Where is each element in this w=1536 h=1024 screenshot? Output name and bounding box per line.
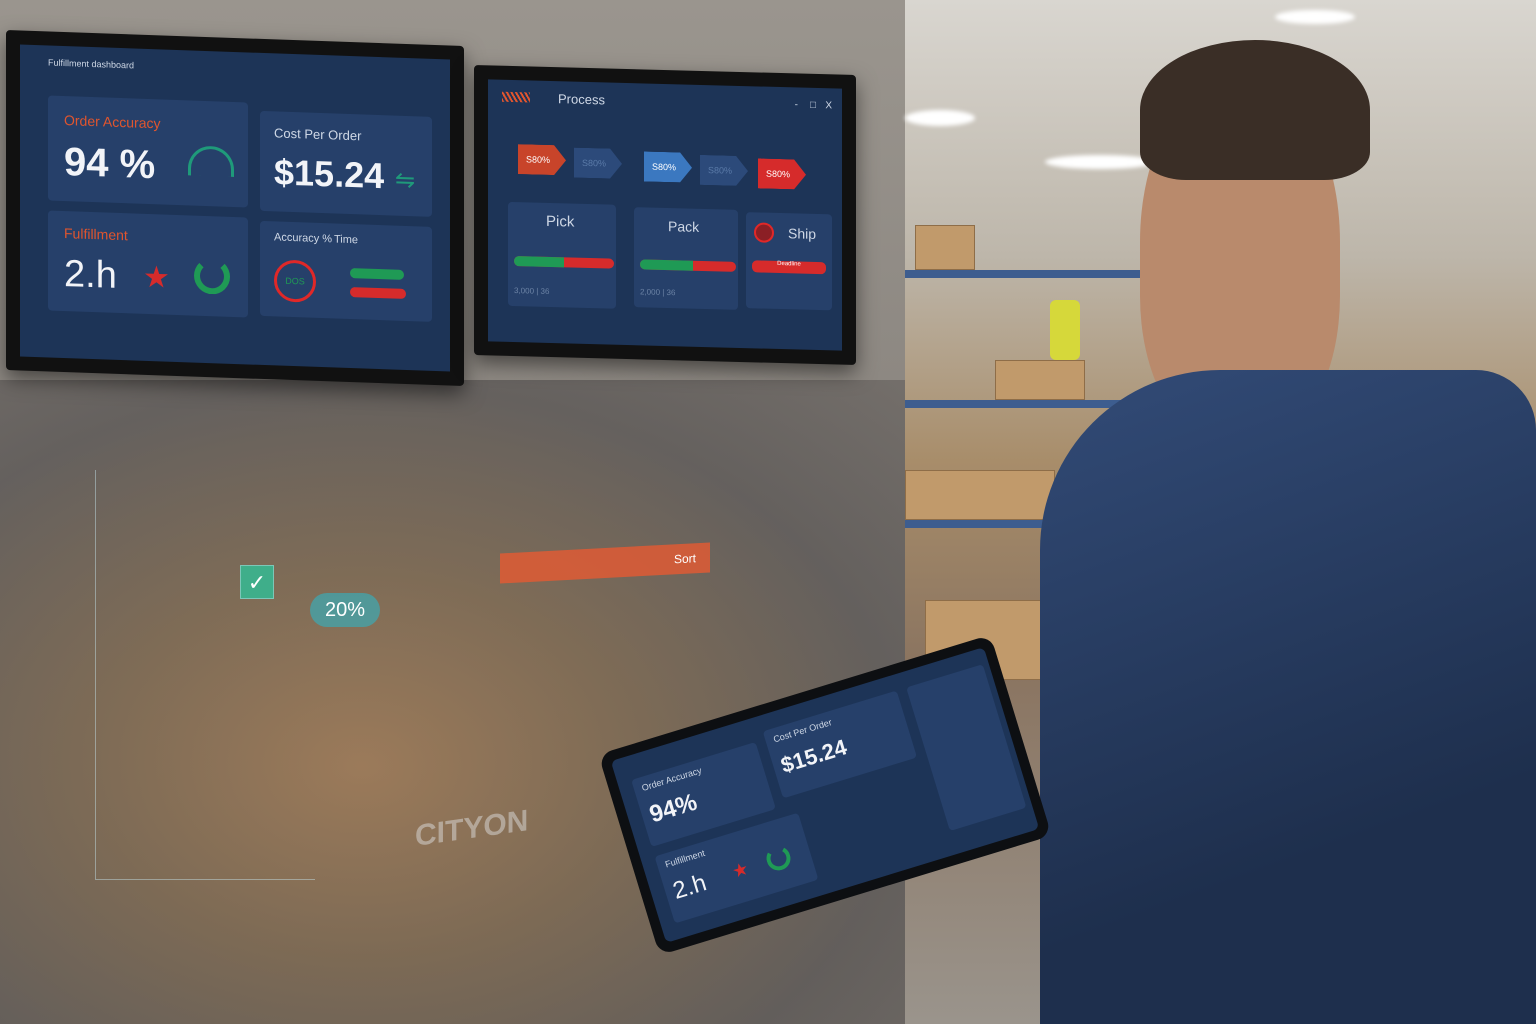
ship-stage-card[interactable]: Ship Deadline (746, 212, 832, 311)
process-window: Process - □ X S80% S80% S80% S80% S80% P… (488, 79, 842, 351)
card-label-secondary: Time (334, 233, 359, 247)
stage-footer: 2,000 | 36 (640, 287, 676, 298)
trend-icon: ⇋ (395, 166, 416, 195)
alert-icon (754, 222, 774, 243)
star-icon: ★ (143, 260, 170, 295)
card-value: $15.24 (274, 151, 385, 197)
kpi-dashboard: Fulfillment dashboard Order Accuracy 94 … (20, 44, 450, 372)
dashboard-header: Fulfillment dashboard (48, 57, 135, 71)
stage-name: Ship (788, 225, 817, 242)
right-monitor: Process - □ X S80% S80% S80% S80% S80% P… (474, 64, 856, 366)
process-step[interactable]: S80% (644, 151, 692, 182)
pick-stage-card[interactable]: Pick 3,000 | 36 (508, 201, 616, 309)
left-monitor: Fulfillment dashboard Order Accuracy 94 … (6, 30, 464, 386)
ring-gauge: DOS (274, 259, 316, 303)
card-label: Order Accuracy (640, 765, 703, 793)
pack-stage-card[interactable]: Pack 2,000 | 36 (634, 207, 738, 310)
star-icon: ★ (729, 858, 751, 882)
progress-bar (514, 256, 614, 269)
close-button[interactable]: X (825, 100, 832, 112)
gauge-icon (188, 145, 234, 177)
deadline-bar: Deadline (752, 260, 826, 275)
shelf-rack (905, 520, 1155, 528)
ceiling-light (1045, 155, 1155, 169)
accuracy-time-card[interactable]: Accuracy % Time DOS (260, 220, 432, 322)
hologram-frame (95, 470, 315, 880)
card-label: Cost Per Order (274, 125, 362, 144)
green-bar (350, 268, 404, 280)
maximize-button[interactable]: □ (809, 99, 816, 111)
box (915, 225, 975, 270)
box (995, 360, 1085, 400)
fulfillment-card[interactable]: Fulfillment 2.h ★ (48, 210, 248, 318)
tablet-cost-card[interactable]: Cost Per Order $15.24 (762, 690, 918, 799)
cost-per-order-card[interactable]: Cost Per Order $15.24 ⇋ (260, 110, 432, 217)
process-step[interactable]: S80% (758, 158, 806, 189)
progress-bar (640, 259, 736, 272)
red-bar (350, 287, 406, 299)
logo-icon (502, 91, 530, 103)
ceiling-light (1275, 10, 1355, 24)
refresh-ring-icon (763, 843, 794, 874)
refresh-ring-icon (194, 257, 230, 295)
card-label: Fulfillment (663, 847, 707, 870)
process-step[interactable]: S80% (518, 144, 566, 175)
card-value: 94% (646, 788, 701, 829)
minimize-button[interactable]: - (794, 99, 798, 111)
card-label: Fulfillment (64, 225, 128, 244)
check-icon: ✓ (240, 565, 274, 599)
card-value: $15.24 (777, 734, 850, 778)
stage-name: Pack (668, 218, 700, 235)
hair (1140, 40, 1370, 180)
stage-footer: 3,000 | 36 (514, 286, 550, 296)
card-label: Accuracy % (274, 231, 333, 246)
process-step[interactable]: S80% (700, 155, 748, 186)
shelf-rack (905, 270, 1155, 278)
window-title: Process (558, 91, 605, 108)
navy-shirt (1040, 370, 1536, 1024)
card-label: Order Accuracy (64, 112, 161, 132)
box (905, 470, 1055, 520)
order-accuracy-card[interactable]: Order Accuracy 94 % (48, 95, 248, 208)
process-step[interactable]: S80% (574, 148, 622, 179)
stage-name: Pick (546, 212, 575, 231)
percent-badge: 20% (310, 593, 380, 627)
card-value: 2.h (669, 869, 710, 905)
worker-vest (1050, 300, 1080, 360)
shelf-rack (905, 400, 1155, 408)
man-figure (1040, 20, 1536, 1024)
card-value: 94 % (64, 140, 156, 188)
ceiling-light (905, 110, 975, 126)
card-value: 2.h (64, 253, 117, 297)
